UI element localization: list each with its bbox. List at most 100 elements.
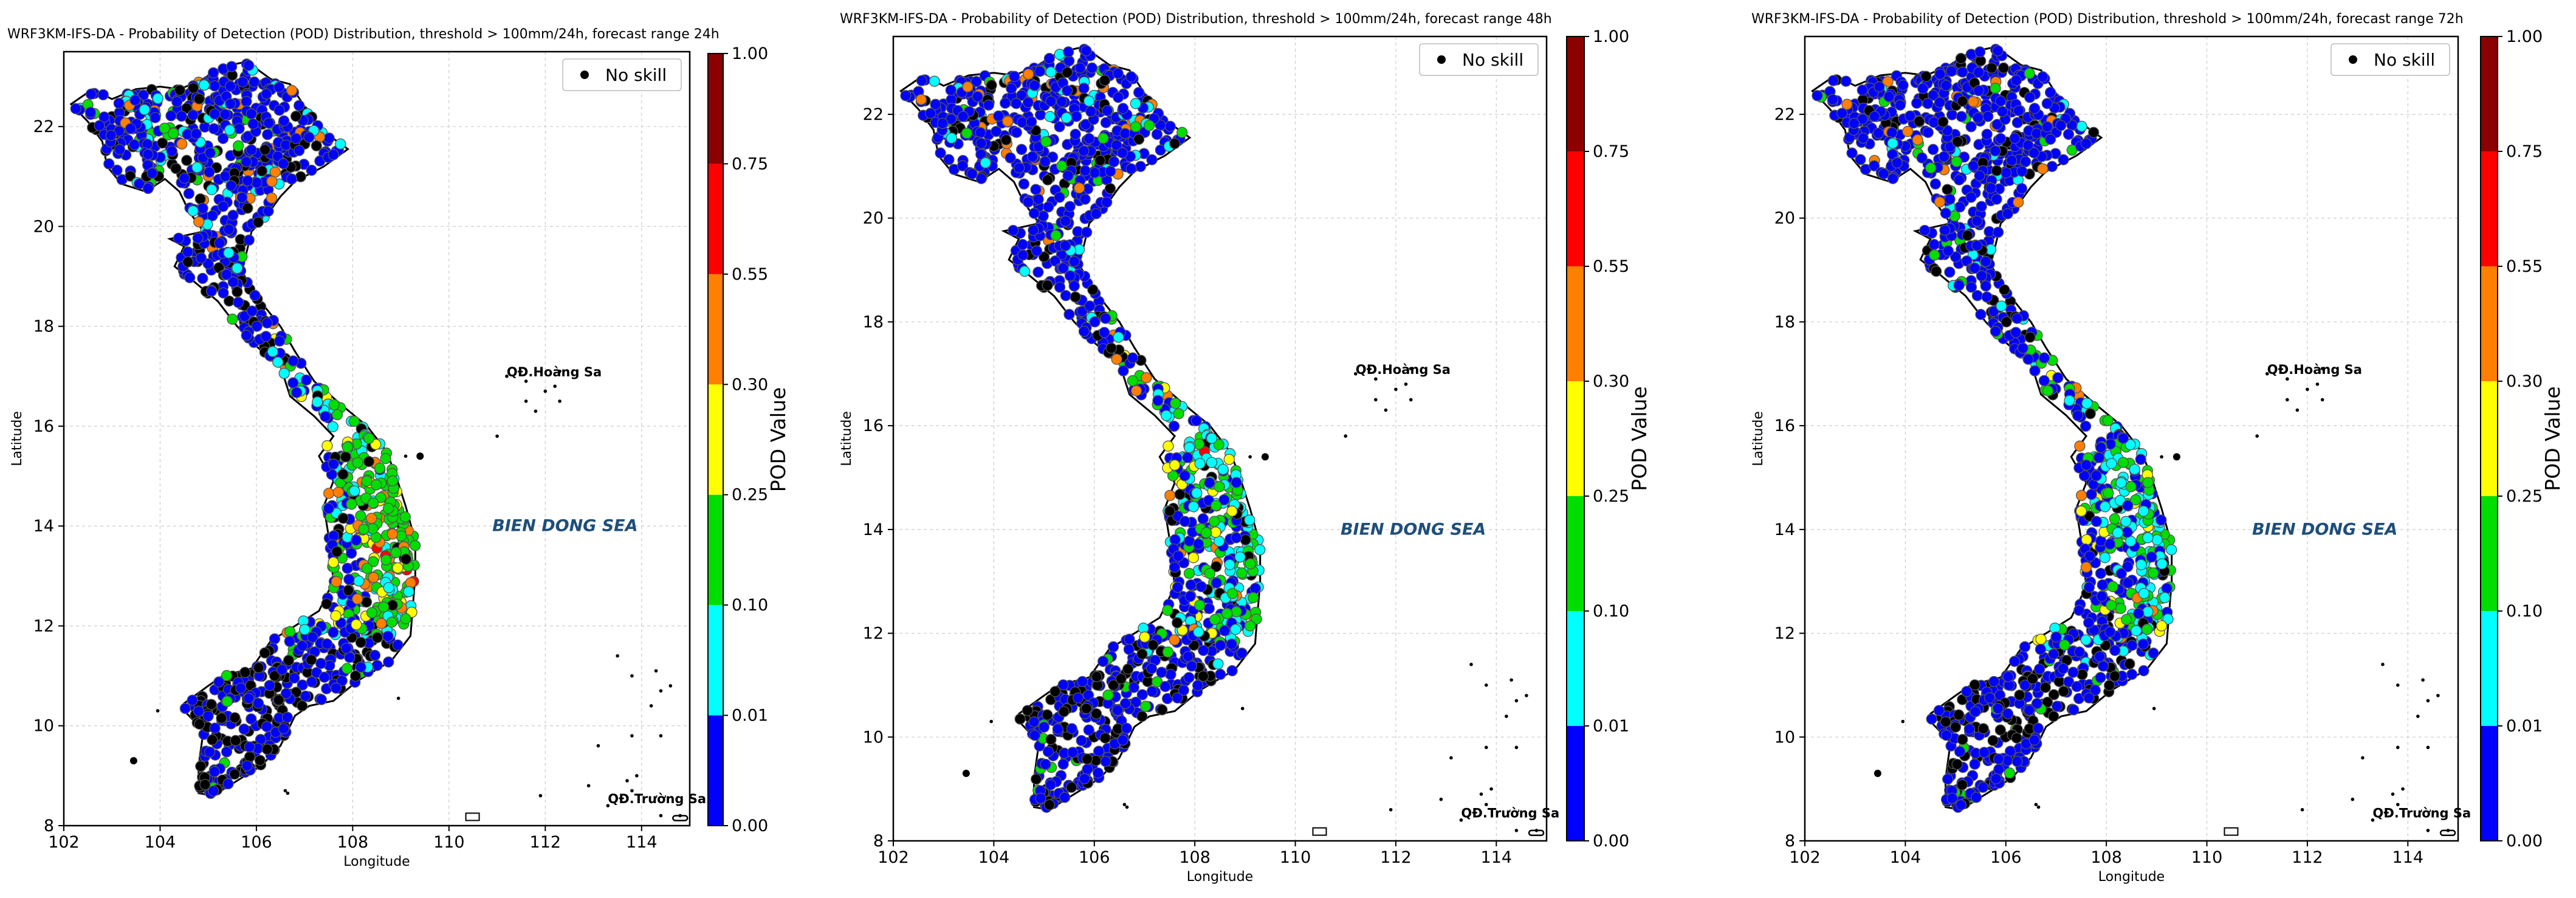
station-marker [2029, 365, 2041, 377]
station-marker [273, 105, 285, 116]
station-marker [1994, 689, 2006, 701]
station-marker [2037, 163, 2049, 174]
x-tick-label: 112 [1380, 848, 1412, 867]
station-marker [1994, 724, 2006, 736]
panel-title: WRF3KM-IFS-DA - Probability of Detection… [1751, 12, 2464, 27]
station-marker [197, 202, 208, 214]
y-tick-label: 22 [1774, 105, 1795, 124]
station-marker [332, 486, 345, 498]
station-marker [1104, 182, 1116, 195]
station-marker [125, 170, 136, 182]
station-marker [2090, 470, 2102, 482]
island-mark [659, 689, 663, 693]
station-marker [2011, 756, 2023, 767]
station-marker [1066, 781, 1077, 793]
island-mark [1514, 699, 1519, 703]
station-marker [238, 724, 250, 735]
x-tick-label: 110 [1280, 848, 1311, 867]
station-marker [97, 89, 109, 101]
station-marker [1957, 734, 1968, 745]
colorbar-tick-label: 0.10 [732, 596, 768, 615]
station-marker [1192, 538, 1204, 550]
station-marker [2089, 685, 2101, 696]
station-marker [1163, 440, 1174, 452]
station-marker [1967, 96, 1979, 108]
island-mark [625, 779, 629, 782]
station-marker [272, 151, 284, 162]
station-marker [1179, 516, 1190, 527]
x-tick-label: 112 [2292, 848, 2323, 867]
station-marker [1089, 167, 1101, 179]
station-marker [1236, 648, 1248, 659]
station-marker [1973, 85, 1985, 97]
station-marker [225, 180, 237, 192]
station-marker [2068, 704, 2080, 716]
station-marker [284, 635, 295, 648]
island-mark [465, 812, 480, 821]
station-marker [323, 133, 335, 144]
island-mark [1459, 818, 1463, 822]
station-marker [2024, 331, 2036, 343]
station-marker [1172, 550, 1184, 562]
station-marker [1074, 62, 1086, 74]
y-axis: 8 10 12 14 16 18 20 22 [1774, 105, 1805, 851]
station-marker [307, 631, 318, 643]
station-marker [2011, 732, 2022, 744]
station-marker [1926, 713, 1937, 725]
island-mark [1510, 678, 1513, 682]
station-marker [1240, 534, 1251, 546]
station-marker [2083, 581, 2095, 593]
station-marker [1031, 245, 1043, 257]
station-marker [1226, 665, 1238, 677]
x-axis-label: Longitude [2098, 869, 2165, 885]
station-marker [1011, 126, 1022, 138]
station-marker [2138, 505, 2149, 517]
station-marker [1944, 266, 1956, 278]
station-marker [2115, 603, 2126, 614]
station-marker [213, 676, 225, 688]
station-marker [1058, 706, 1070, 717]
station-marker [1038, 251, 1050, 263]
station-marker [1961, 686, 1973, 697]
station-marker [1085, 106, 1097, 117]
station-marker [187, 694, 198, 706]
island-mark [668, 684, 673, 688]
station-marker [1084, 300, 1096, 312]
station-marker [1082, 764, 1093, 775]
station-marker [1045, 734, 1057, 745]
station-marker [2142, 477, 2154, 488]
y-tick-label: 12 [33, 617, 54, 635]
station-marker [179, 703, 191, 714]
station-marker [1857, 132, 1869, 144]
station-marker [1934, 97, 1946, 108]
island-mark [1874, 770, 1881, 778]
station-marker [1179, 470, 1190, 482]
station-marker [1176, 126, 1188, 138]
station-marker [2028, 103, 2041, 114]
station-marker [1028, 224, 1039, 236]
station-marker [1978, 747, 1990, 758]
station-marker [1052, 723, 1063, 735]
station-marker [278, 723, 290, 734]
station-marker [1973, 66, 1985, 78]
station-marker [2017, 342, 2028, 354]
island-mark [630, 789, 634, 793]
station-marker [142, 182, 154, 195]
station-marker [1133, 86, 1145, 98]
station-marker [386, 528, 398, 540]
panel-title: WRF3KM-IFS-DA - Probability of Detection… [7, 27, 720, 42]
station-marker [321, 440, 333, 452]
station-marker [2133, 607, 2145, 620]
station-marker [2035, 634, 2047, 645]
station-marker [390, 547, 402, 558]
station-marker [217, 133, 229, 144]
station-marker [1070, 291, 1081, 303]
station-marker [2155, 620, 2168, 632]
station-marker [142, 148, 154, 161]
y-tick-label: 14 [863, 520, 884, 539]
station-marker [1827, 94, 1839, 105]
colorbar-tick-label: 0.25 [732, 486, 768, 505]
island-mark [649, 704, 653, 708]
station-marker [1015, 89, 1028, 101]
station-marker [403, 585, 414, 598]
